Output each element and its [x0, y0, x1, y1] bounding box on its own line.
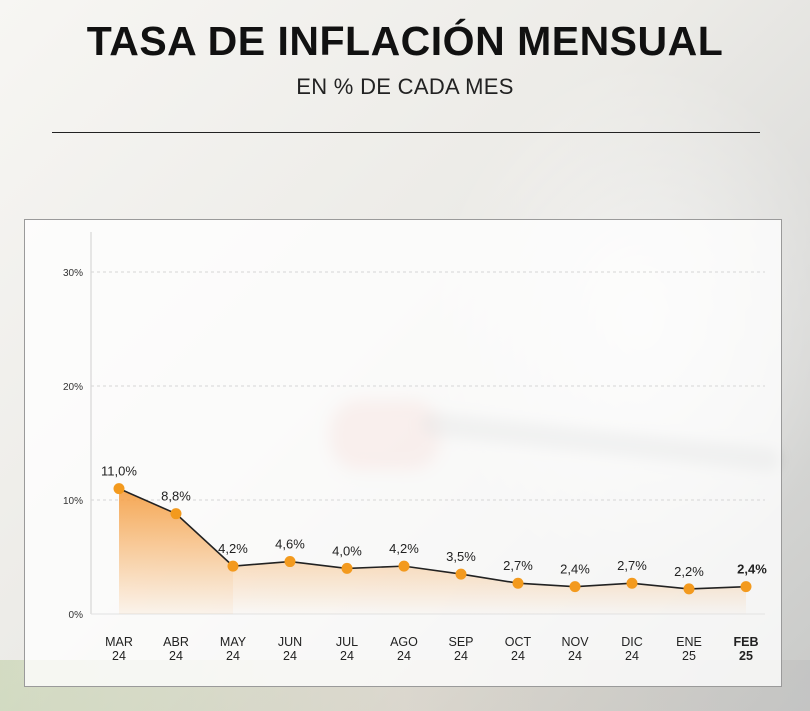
x-tick-month: FEB: [734, 635, 759, 649]
y-tick-label: 30%: [63, 268, 83, 279]
y-tick-label: 20%: [63, 382, 83, 393]
x-tick-month: DIC: [621, 635, 643, 649]
data-point: [569, 581, 581, 593]
data-point: [284, 556, 296, 568]
data-point: [512, 577, 524, 589]
x-tick-year: 24: [226, 649, 240, 663]
data-point: [170, 508, 182, 520]
x-tick-month: MAR: [105, 635, 133, 649]
x-tick-month: OCT: [505, 635, 532, 649]
data-point: [113, 483, 125, 495]
x-tick-year: 24: [397, 649, 411, 663]
data-point: [626, 577, 638, 589]
data-label: 4,2%: [218, 541, 248, 556]
data-label: 4,0%: [332, 543, 362, 558]
x-tick-year: 24: [283, 649, 297, 663]
title-divider: [52, 132, 760, 133]
x-tick-year: 25: [739, 649, 753, 663]
area-fill-highlight: [119, 488, 233, 614]
data-label: 8,8%: [161, 489, 191, 504]
y-tick-label: 10%: [63, 496, 83, 507]
page-subtitle: EN % DE CADA MES: [296, 74, 514, 99]
area-fill: [233, 561, 746, 614]
x-tick-year: 24: [112, 649, 126, 663]
x-tick-month: AGO: [390, 635, 418, 649]
data-label: 4,2%: [389, 541, 419, 556]
data-point: [683, 583, 695, 595]
x-tick-month: ABR: [163, 635, 189, 649]
data-label: 4,6%: [275, 537, 305, 552]
inflation-line-chart: 0%10%20%30%11,0%MAR248,8%ABR244,2%MAY244…: [63, 232, 767, 663]
x-tick-year: 24: [511, 649, 525, 663]
x-tick-year: 24: [169, 649, 183, 663]
x-tick-month: ENE: [676, 635, 702, 649]
x-tick-year: 24: [340, 649, 354, 663]
x-tick-year: 24: [454, 649, 468, 663]
x-tick-year: 24: [625, 649, 639, 663]
x-tick-month: JUL: [336, 635, 358, 649]
x-tick-year: 24: [568, 649, 582, 663]
data-label: 2,2%: [674, 564, 704, 579]
data-label: 2,4%: [560, 562, 590, 577]
x-tick-month: NOV: [561, 635, 589, 649]
x-tick-month: JUN: [278, 635, 302, 649]
y-tick-label: 0%: [69, 610, 84, 621]
data-point: [227, 560, 239, 572]
data-label: 2,7%: [617, 558, 647, 573]
data-label: 3,5%: [446, 549, 476, 564]
data-label: 2,4%: [737, 562, 767, 577]
data-point: [398, 560, 410, 572]
series-line: [118, 487, 747, 590]
chart-panel: 0% 10% 20% 30% 11,0% MAR 24 8,8% ABR 24 4,2% MAY 24 4…: [24, 219, 782, 687]
page-title: TASA DE INFLACIÓN MENSUAL: [86, 18, 724, 64]
data-point: [341, 562, 353, 574]
x-tick-year: 25: [682, 649, 696, 663]
data-point: [455, 568, 467, 580]
x-tick-month: SEP: [448, 635, 473, 649]
data-label: 11,0%: [101, 464, 137, 479]
data-point: [740, 581, 752, 593]
x-tick-month: MAY: [220, 635, 247, 649]
data-label: 2,7%: [503, 558, 533, 573]
